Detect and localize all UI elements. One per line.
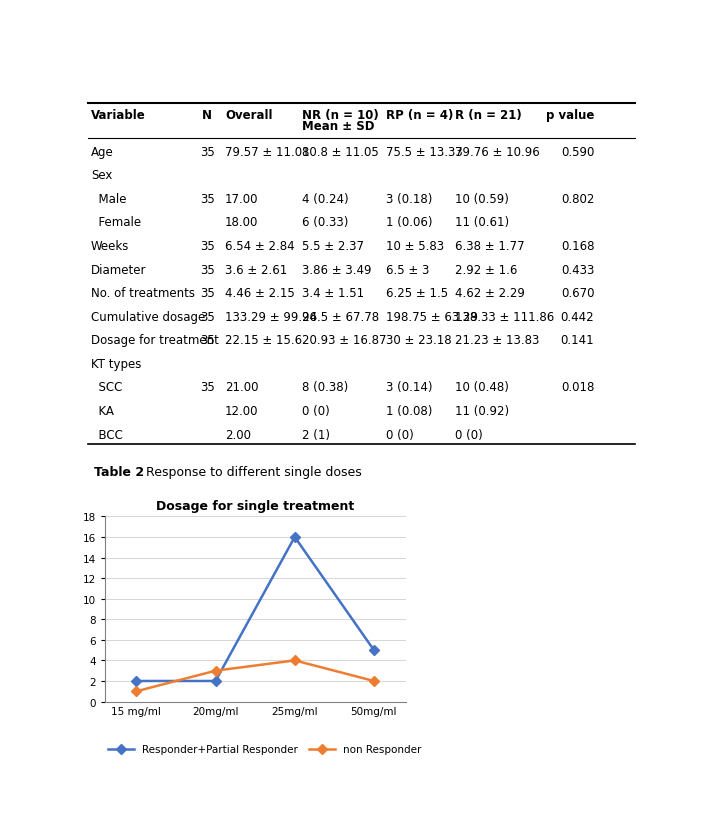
Text: 35: 35 [200, 263, 215, 276]
Text: 35: 35 [200, 192, 215, 206]
Text: Male: Male [91, 192, 126, 206]
Text: 35: 35 [200, 310, 215, 324]
Text: 2.92 ± 1.6: 2.92 ± 1.6 [455, 263, 517, 276]
Text: NR (n = 10): NR (n = 10) [301, 109, 378, 122]
Text: 0.442: 0.442 [561, 310, 594, 324]
Text: 6.38 ± 1.77: 6.38 ± 1.77 [455, 240, 525, 253]
Text: Mean ± SD: Mean ± SD [301, 120, 374, 133]
Legend: Responder+Partial Responder, non Responder: Responder+Partial Responder, non Respond… [104, 740, 426, 758]
Text: 22.15 ± 15.6: 22.15 ± 15.6 [225, 334, 302, 346]
Text: 0 (0): 0 (0) [455, 428, 483, 441]
Text: 21.00: 21.00 [225, 381, 258, 394]
Text: 96.5 ± 67.78: 96.5 ± 67.78 [301, 310, 378, 324]
Text: 0.802: 0.802 [561, 192, 594, 206]
Text: p value: p value [546, 109, 594, 122]
Text: RP (n = 4): RP (n = 4) [386, 109, 454, 122]
Text: 0.590: 0.590 [561, 146, 594, 159]
Text: 6.54 ± 2.84: 6.54 ± 2.84 [225, 240, 294, 253]
Text: Cumulative dosage: Cumulative dosage [91, 310, 205, 324]
Text: 1 (0.08): 1 (0.08) [386, 405, 433, 418]
Text: 0 (0): 0 (0) [386, 428, 414, 441]
Text: 1 (0.06): 1 (0.06) [386, 216, 433, 229]
Text: 10 (0.59): 10 (0.59) [455, 192, 509, 206]
Text: BCC: BCC [91, 428, 123, 441]
Text: 17.00: 17.00 [225, 192, 258, 206]
Text: 0.141: 0.141 [561, 334, 594, 346]
Text: Female: Female [91, 216, 141, 229]
Text: 35: 35 [200, 334, 215, 346]
Text: 35: 35 [200, 287, 215, 300]
Text: 0.018: 0.018 [561, 381, 594, 394]
Text: 6 (0.33): 6 (0.33) [301, 216, 348, 229]
Text: Weeks: Weeks [91, 240, 129, 253]
Text: Variable: Variable [91, 109, 145, 122]
Text: 3 (0.18): 3 (0.18) [386, 192, 433, 206]
Text: 11 (0.61): 11 (0.61) [455, 216, 509, 229]
Text: 5.5 ± 2.37: 5.5 ± 2.37 [301, 240, 364, 253]
Text: 35: 35 [200, 240, 215, 253]
Text: 35: 35 [200, 381, 215, 394]
Text: 10 ± 5.83: 10 ± 5.83 [386, 240, 445, 253]
Text: 3 (0.14): 3 (0.14) [386, 381, 433, 394]
Text: Age: Age [91, 146, 114, 159]
Text: 133.29 ± 99.24: 133.29 ± 99.24 [225, 310, 317, 324]
Text: Overall: Overall [225, 109, 273, 122]
Text: 0.433: 0.433 [561, 263, 594, 276]
Text: Table 2: Table 2 [94, 465, 144, 478]
Text: 4 (0.24): 4 (0.24) [301, 192, 348, 206]
Text: 75.5 ± 13.33: 75.5 ± 13.33 [386, 146, 463, 159]
Text: 35: 35 [200, 146, 215, 159]
Text: 3.6 ± 2.61: 3.6 ± 2.61 [225, 263, 287, 276]
Text: 4.46 ± 2.15: 4.46 ± 2.15 [225, 287, 295, 300]
Text: KT types: KT types [91, 357, 141, 370]
Text: R (n = 21): R (n = 21) [455, 109, 522, 122]
Text: 198.75 ± 63.29: 198.75 ± 63.29 [386, 310, 479, 324]
Text: 6.25 ± 1.5: 6.25 ± 1.5 [386, 287, 448, 300]
Text: 3.4 ± 1.51: 3.4 ± 1.51 [301, 287, 364, 300]
Text: N: N [202, 109, 213, 122]
Text: No. of treatments: No. of treatments [91, 287, 195, 300]
Text: Sex: Sex [91, 169, 112, 182]
Text: 11 (0.92): 11 (0.92) [455, 405, 509, 418]
Text: 20.93 ± 16.87: 20.93 ± 16.87 [301, 334, 386, 346]
Text: 0.670: 0.670 [561, 287, 594, 300]
Text: 30 ± 23.18: 30 ± 23.18 [386, 334, 452, 346]
Text: 4.62 ± 2.29: 4.62 ± 2.29 [455, 287, 525, 300]
Text: 8 (0.38): 8 (0.38) [301, 381, 348, 394]
Text: 0 (0): 0 (0) [301, 405, 330, 418]
Text: 2.00: 2.00 [225, 428, 251, 441]
Text: 12.00: 12.00 [225, 405, 258, 418]
Text: 0.168: 0.168 [561, 240, 594, 253]
Text: 80.8 ± 11.05: 80.8 ± 11.05 [301, 146, 378, 159]
Text: Response to different single doses: Response to different single doses [145, 465, 361, 478]
Text: 138.33 ± 111.86: 138.33 ± 111.86 [455, 310, 554, 324]
Title: Dosage for single treatment: Dosage for single treatment [156, 500, 354, 513]
Text: 21.23 ± 13.83: 21.23 ± 13.83 [455, 334, 539, 346]
Text: 3.86 ± 3.49: 3.86 ± 3.49 [301, 263, 371, 276]
Text: 6.5 ± 3: 6.5 ± 3 [386, 263, 430, 276]
Text: 10 (0.48): 10 (0.48) [455, 381, 509, 394]
Text: 79.57 ± 11.01: 79.57 ± 11.01 [225, 146, 310, 159]
Text: 2 (1): 2 (1) [301, 428, 330, 441]
Text: Diameter: Diameter [91, 263, 146, 276]
Text: SCC: SCC [91, 381, 122, 394]
Text: 18.00: 18.00 [225, 216, 258, 229]
Text: 79.76 ± 10.96: 79.76 ± 10.96 [455, 146, 539, 159]
Text: KA: KA [91, 405, 114, 418]
Text: Dosage for treatment: Dosage for treatment [91, 334, 219, 346]
